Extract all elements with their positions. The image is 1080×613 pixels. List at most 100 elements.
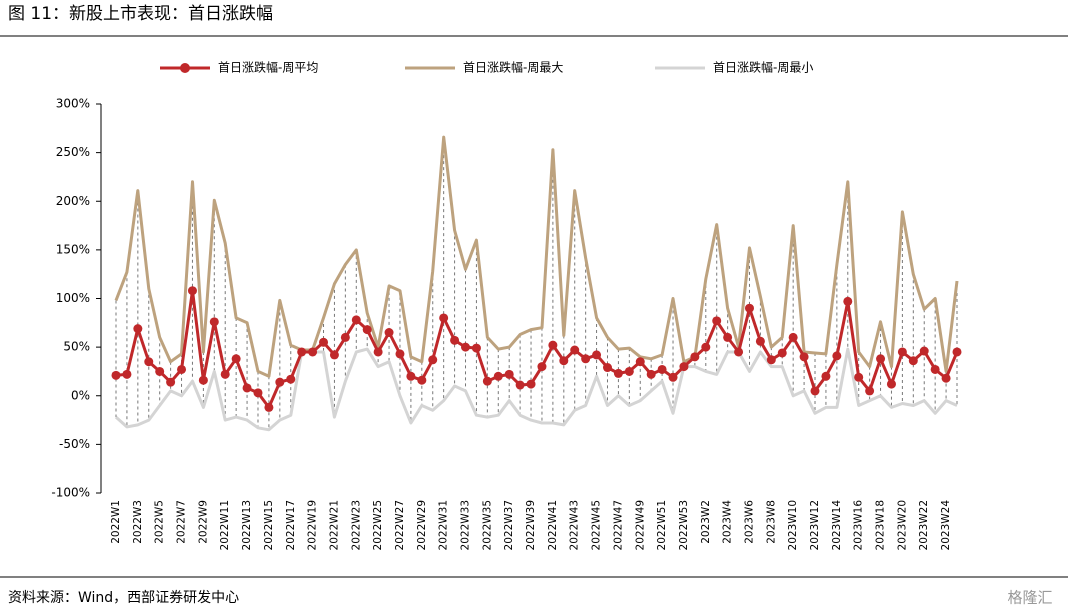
series-line xyxy=(114,135,959,378)
x-tick-label: 2022W19 xyxy=(307,500,319,550)
watermark: 格隆汇 xyxy=(1007,589,1052,607)
point xyxy=(876,354,886,364)
point xyxy=(297,347,307,357)
x-tick-label: 2023W20 xyxy=(896,500,908,550)
x-tick-label: 2022W39 xyxy=(525,500,537,550)
x-tick-label: 2022W21 xyxy=(328,500,340,550)
x-tick-label: 2022W5 xyxy=(154,500,166,544)
y-tick-label: 50% xyxy=(63,340,90,354)
point xyxy=(450,335,460,345)
y-tick-label: 150% xyxy=(56,242,90,256)
x-tick-label: 2023W14 xyxy=(831,500,843,551)
point xyxy=(144,357,154,367)
x-tick-label: 2022W7 xyxy=(176,500,188,544)
point xyxy=(657,364,667,374)
point xyxy=(406,371,416,381)
point xyxy=(471,343,481,353)
point xyxy=(187,286,197,296)
point xyxy=(635,357,645,367)
point xyxy=(177,364,187,374)
point xyxy=(897,347,907,357)
x-tick-label: 2023W8 xyxy=(765,500,777,544)
point xyxy=(930,364,940,374)
point xyxy=(679,362,689,372)
x-tick-label: 2022W49 xyxy=(634,500,646,550)
point xyxy=(941,373,951,383)
x-tick-label: 2022W3 xyxy=(132,500,144,544)
x-tick-label: 2022W23 xyxy=(350,500,362,550)
point xyxy=(788,332,798,342)
chart-title: 图 11：新股上市表现：首日涨跌幅 xyxy=(8,4,273,24)
point xyxy=(646,369,656,379)
point xyxy=(559,356,569,366)
point xyxy=(111,370,121,380)
x-tick-label: 2023W10 xyxy=(787,500,799,550)
point xyxy=(329,350,339,360)
point xyxy=(439,313,449,323)
point xyxy=(690,352,700,362)
point xyxy=(340,332,350,342)
y-tick-label: 250% xyxy=(56,145,90,159)
point xyxy=(734,347,744,357)
point xyxy=(395,349,405,359)
point xyxy=(384,328,394,338)
x-tick-label: 2022W17 xyxy=(285,500,297,550)
x-tick-label: 2022W53 xyxy=(678,500,690,550)
legend-label: 首日涨跌幅-周平均 xyxy=(218,60,318,75)
point xyxy=(515,380,525,390)
x-tick-label: 2023W16 xyxy=(853,500,865,551)
point xyxy=(428,355,438,365)
point xyxy=(526,379,536,389)
point xyxy=(810,386,820,396)
point xyxy=(461,342,471,352)
point xyxy=(264,402,274,412)
point xyxy=(242,383,252,393)
point xyxy=(744,303,754,313)
x-tick-label: 2022W51 xyxy=(656,500,668,550)
point xyxy=(952,347,962,357)
point xyxy=(155,366,165,376)
point xyxy=(908,356,918,366)
point xyxy=(886,379,896,389)
x-tick-label: 2022W47 xyxy=(612,500,624,550)
x-tick-label: 2022W37 xyxy=(503,500,515,550)
point xyxy=(832,351,842,361)
x-tick-label: 2022W1 xyxy=(110,500,122,544)
point xyxy=(548,340,558,350)
point xyxy=(799,352,809,362)
point xyxy=(166,377,176,387)
point xyxy=(493,371,503,381)
point xyxy=(570,345,580,355)
point xyxy=(482,376,492,386)
point xyxy=(417,375,427,385)
x-tick-label: 2022W41 xyxy=(547,500,559,550)
y-tick-label: -50% xyxy=(59,437,90,451)
x-tick-label: 2023W6 xyxy=(743,500,755,544)
x-tick-label: 2023W18 xyxy=(875,500,887,550)
x-tick-label: 2022W25 xyxy=(372,500,384,550)
point xyxy=(821,371,831,381)
y-tick-label: 100% xyxy=(56,291,90,305)
point xyxy=(602,363,612,373)
point xyxy=(275,377,285,387)
x-tick-label: 2022W33 xyxy=(460,500,472,550)
point xyxy=(220,369,230,379)
point xyxy=(755,336,765,346)
point xyxy=(592,350,602,360)
point xyxy=(133,324,143,334)
point xyxy=(919,346,929,356)
x-tick-label: 2022W35 xyxy=(481,500,493,550)
y-tick-label: 200% xyxy=(56,194,90,208)
point xyxy=(766,355,776,365)
legend-label: 首日涨跌幅-周最大 xyxy=(463,60,563,75)
point xyxy=(854,372,864,382)
point xyxy=(373,347,383,357)
point xyxy=(581,354,591,364)
x-tick-label: 2022W29 xyxy=(416,500,428,550)
point xyxy=(286,374,296,384)
legend-label: 首日涨跌幅-周最小 xyxy=(713,60,813,75)
x-tick-label: 2022W31 xyxy=(438,500,450,550)
point xyxy=(701,342,711,352)
y-tick-label: 0% xyxy=(71,388,90,402)
